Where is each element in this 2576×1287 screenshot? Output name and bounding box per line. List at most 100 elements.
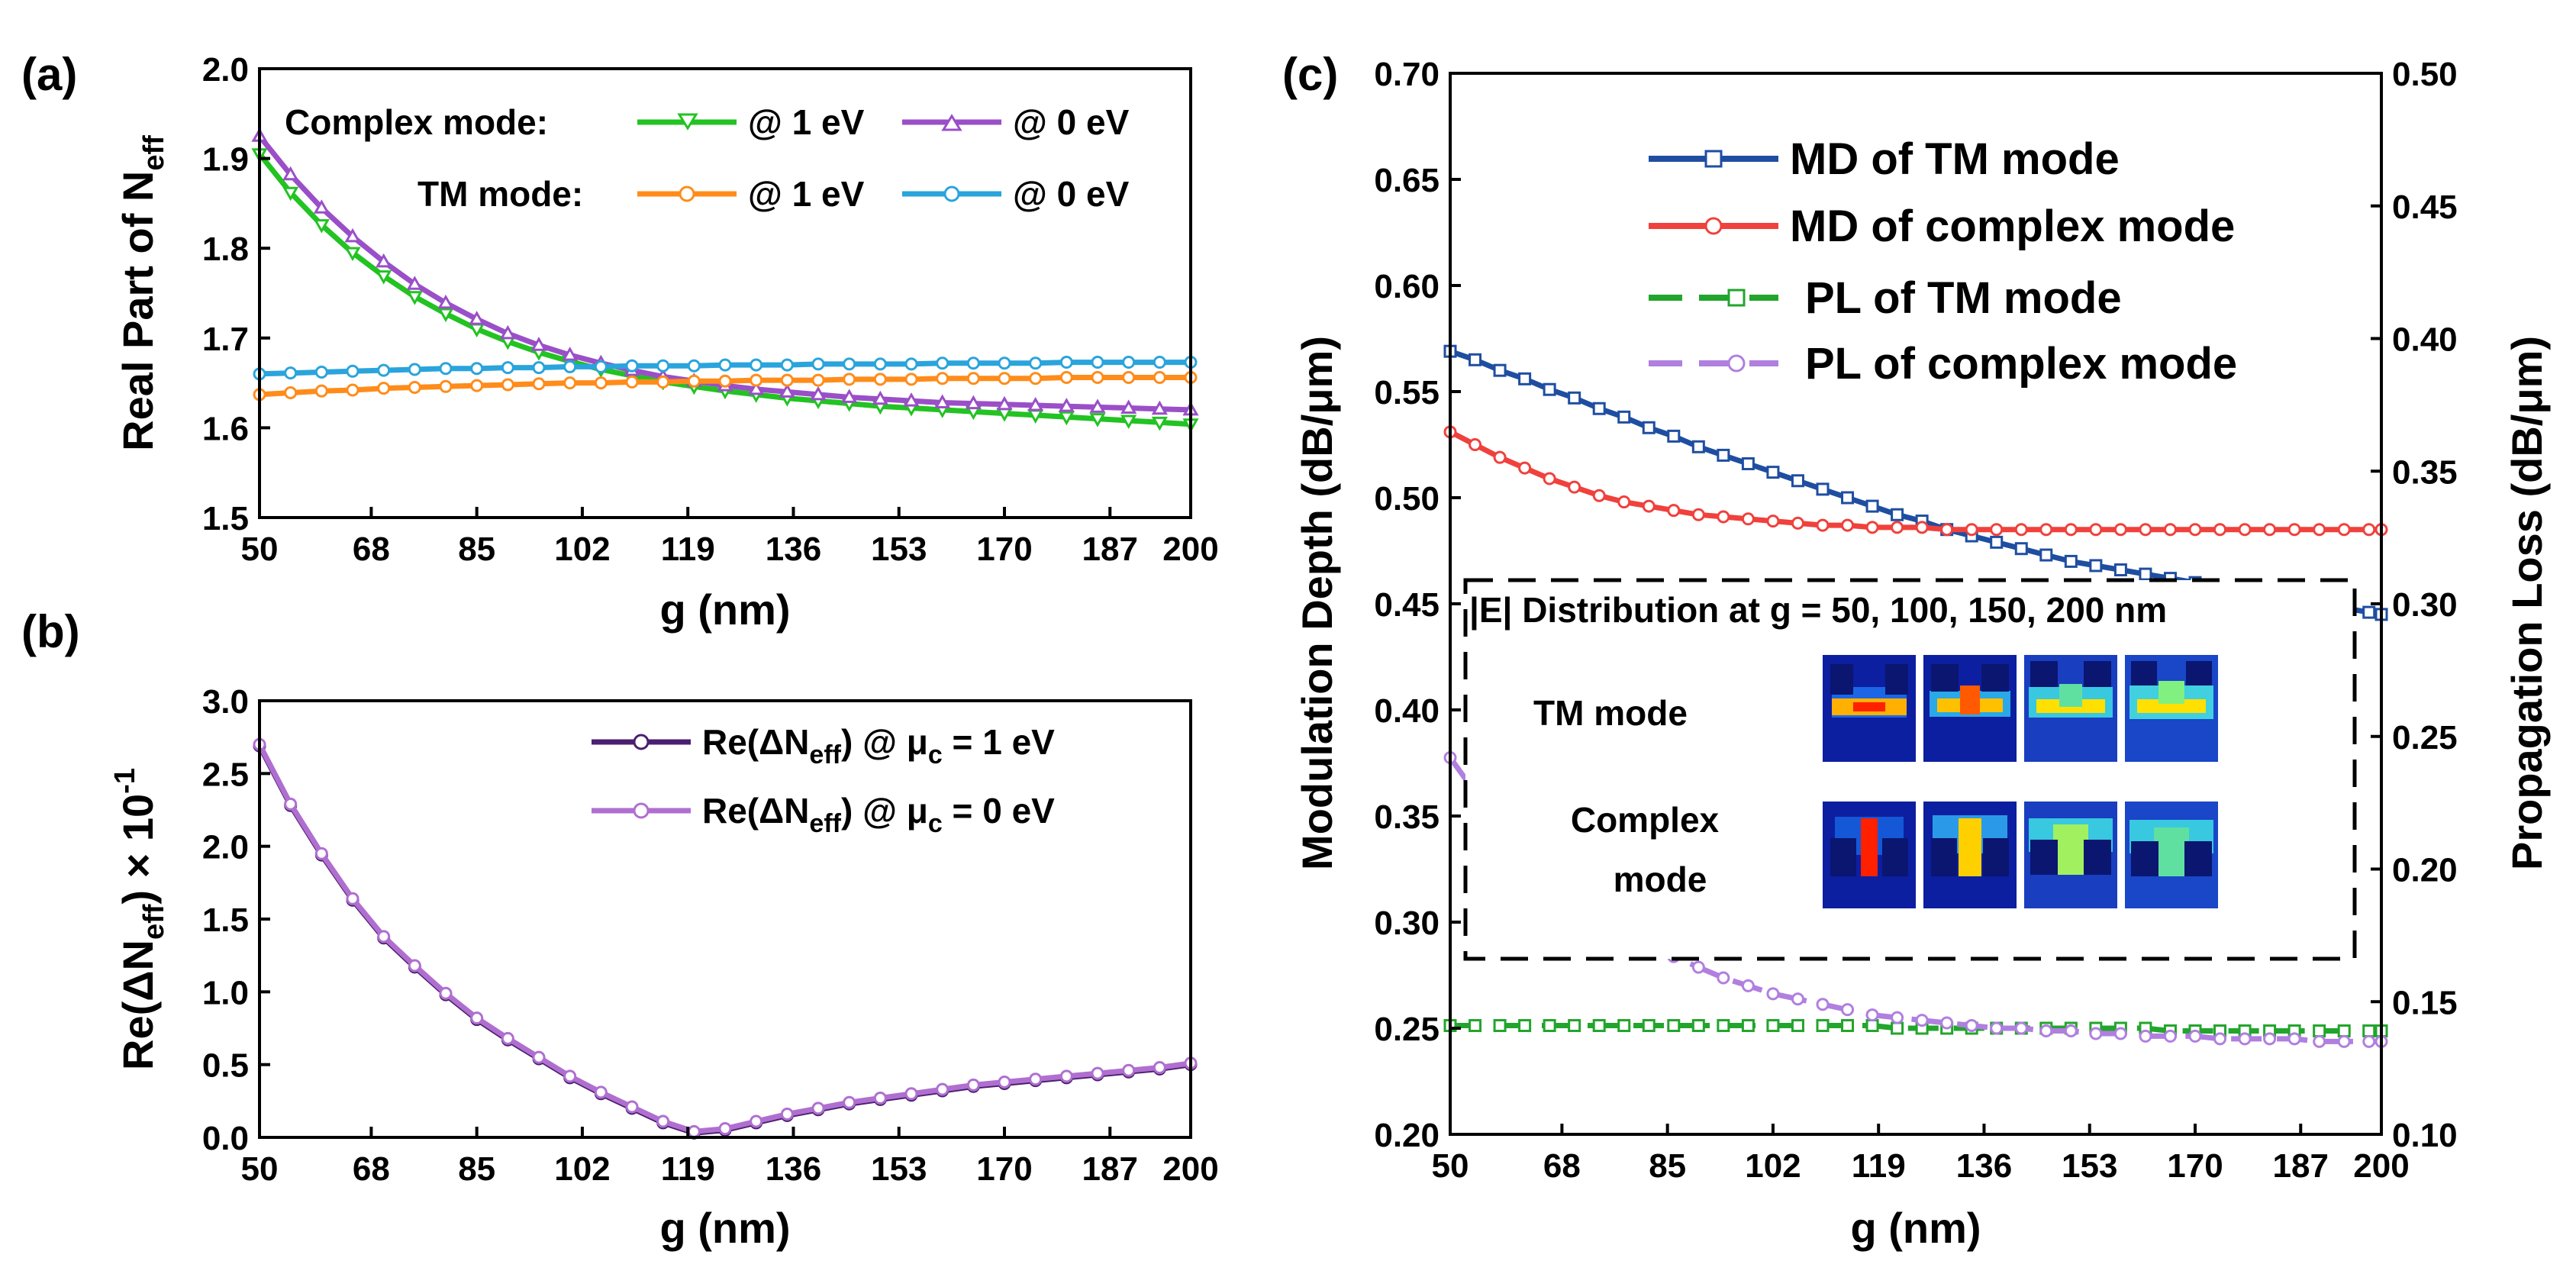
data-point-0-3-20 — [873, 357, 887, 371]
data-point-2-1-22 — [1990, 523, 2004, 537]
data-point-2-0-23 — [2014, 542, 2028, 556]
legend-marker-pl-complex — [1727, 354, 1746, 373]
data-point-2-1-16 — [1841, 518, 1855, 532]
data-point-0-3-5 — [408, 363, 421, 376]
panel-label-c: (c) — [1282, 49, 1338, 100]
data-point-0-3-8 — [501, 361, 514, 375]
data-point-1-1-26 — [1059, 1069, 1073, 1083]
y-right-tick-label: 0.10 — [2392, 1117, 2458, 1154]
data-point-2-1-8 — [1642, 499, 1656, 513]
legend-marker-md-complex — [1704, 217, 1723, 235]
data-point-2-3-28 — [2139, 1029, 2152, 1043]
data-point-1-1-22 — [936, 1082, 949, 1096]
x-tick-label: 102 — [1745, 1147, 1801, 1185]
data-point-1-1-20 — [873, 1092, 887, 1105]
data-point-0-3-4 — [377, 363, 391, 377]
panel-b-x-axis-title: g (nm) — [659, 1204, 790, 1252]
inset-row-label-complex-2: mode — [1614, 860, 1707, 899]
tm-mode-field-map-g50 — [1823, 655, 1916, 762]
data-point-0-0-29 — [1151, 416, 1168, 431]
data-point-2-1-5 — [1568, 480, 1581, 494]
y-tick-label: 1.6 — [202, 410, 249, 447]
data-point-2-3-23 — [2014, 1021, 2028, 1035]
legend-group-complex-mode: Complex mode: — [285, 102, 548, 142]
data-point-2-1-13 — [1766, 514, 1780, 528]
data-point-0-3-23 — [966, 356, 980, 370]
data-point-2-1-9 — [1667, 504, 1681, 518]
tm-mode-field-map-g100 — [1923, 655, 2017, 762]
data-point-2-1-1 — [1469, 438, 1482, 451]
data-point-2-0-1 — [1469, 353, 1482, 366]
legend-label-complex-1ev: @ 1 eV — [748, 102, 865, 142]
data-point-0-3-24 — [998, 356, 1011, 370]
series-line-2-0 — [1449, 348, 2382, 618]
complex-mode-field-map-g100 — [1923, 802, 2017, 908]
y-tick-label: 0.60 — [1374, 268, 1440, 305]
data-point-2-1-14 — [1791, 516, 1804, 530]
data-point-0-1-5 — [406, 276, 423, 290]
x-tick-label: 119 — [661, 531, 715, 568]
data-point-0-3-25 — [1029, 356, 1043, 370]
legend-marker-complex-0ev — [941, 114, 962, 131]
data-point-1-1-17 — [780, 1107, 794, 1121]
data-point-2-0-24 — [2039, 548, 2053, 562]
data-point-0-3-2 — [314, 365, 328, 379]
data-point-2-1-33 — [2263, 523, 2277, 537]
data-point-2-0-14 — [1791, 474, 1804, 488]
legend-marker-tm-0ev — [943, 185, 960, 202]
data-point-0-1-8 — [499, 324, 516, 340]
panel-a-x-axis-title: g (nm) — [659, 585, 790, 634]
x-tick-label: 136 — [766, 531, 821, 568]
data-point-0-2-16 — [750, 373, 763, 387]
x-tick-label: 153 — [871, 1150, 927, 1188]
legend-marker-b-1ev — [633, 734, 650, 750]
data-point-2-0-10 — [1691, 440, 1705, 453]
data-point-0-1-22 — [934, 394, 951, 408]
data-point-0-3-7 — [470, 362, 484, 376]
y-tick-label: 0.5 — [202, 1047, 249, 1085]
data-point-2-2-37 — [2362, 1024, 2376, 1037]
data-point-2-3-18 — [1891, 1011, 1904, 1024]
data-point-0-0-28 — [1120, 414, 1137, 430]
legend-label-b-1ev: Re(ΔNeff) @ μc = 1 eV — [702, 722, 1055, 769]
data-point-0-2-8 — [501, 378, 514, 392]
y-right-tick-label: 0.40 — [2392, 321, 2458, 359]
legend-label-tm-1ev: @ 1 eV — [748, 174, 865, 214]
data-point-2-0-17 — [1865, 499, 1879, 513]
data-point-2-0-16 — [1841, 491, 1855, 505]
data-point-0-0-1 — [282, 186, 299, 202]
data-point-2-2-3 — [1518, 1019, 1532, 1033]
data-point-2-3-17 — [1865, 1008, 1879, 1022]
data-point-2-3-35 — [2313, 1034, 2326, 1048]
panel-c-y-ticks-left: 0.20 0.25 0.30 0.35 0.40 0.45 0.50 0.55 0.60 0.65… — [1374, 56, 1461, 1154]
data-point-2-1-35 — [2313, 523, 2326, 537]
legend-label-md-complex: MD of complex mode — [1790, 202, 2235, 251]
panel-b-y-axis-title: Re(ΔNeff) × 10-1 — [109, 768, 170, 1070]
x-tick-label: 68 — [353, 1150, 390, 1188]
data-point-0-0-27 — [1089, 413, 1106, 427]
data-point-1-1-10 — [563, 1069, 577, 1083]
data-point-0-3-18 — [811, 357, 825, 371]
data-point-2-2-13 — [1766, 1019, 1780, 1033]
data-point-0-1-24 — [996, 395, 1013, 411]
data-point-0-2-3 — [346, 383, 359, 397]
x-tick-label: 187 — [1082, 1150, 1138, 1188]
x-tick-label: 102 — [554, 531, 610, 568]
data-point-0-1-28 — [1120, 399, 1137, 414]
data-point-2-2-35 — [2313, 1024, 2326, 1037]
x-tick-label: 153 — [2062, 1147, 2117, 1185]
data-point-0-2-14 — [687, 374, 701, 388]
data-point-2-2-36 — [2337, 1024, 2351, 1037]
data-point-2-1-11 — [1717, 510, 1730, 524]
complex-mode-field-map-g200 — [2125, 802, 2218, 908]
data-point-0-1-17 — [779, 383, 795, 398]
data-point-2-1-15 — [1816, 518, 1830, 532]
data-point-2-1-19 — [1915, 521, 1929, 534]
data-point-0-1-3 — [344, 227, 361, 243]
x-tick-label: 119 — [1852, 1147, 1906, 1185]
panel-b-legend: Re(ΔNeff) @ μc = 1 eV Re(ΔNeff) @ μc = 0… — [592, 722, 1055, 838]
data-point-0-0-24 — [996, 408, 1013, 422]
data-point-2-1-30 — [2188, 523, 2202, 537]
data-point-2-0-8 — [1642, 421, 1656, 434]
